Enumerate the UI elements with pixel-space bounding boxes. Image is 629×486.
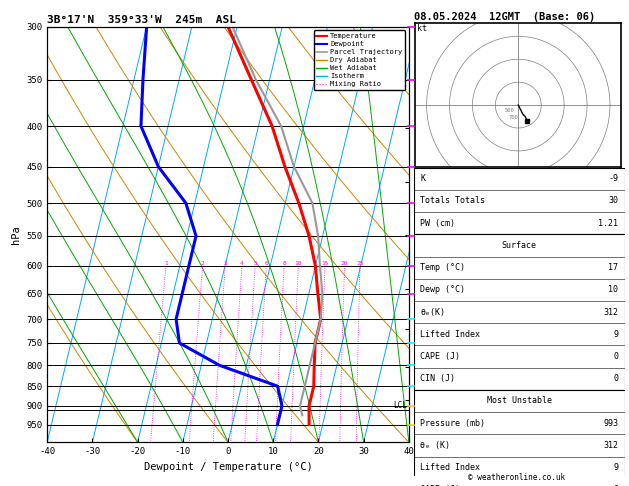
Text: CIN (J): CIN (J) — [420, 374, 455, 383]
Text: 312: 312 — [603, 441, 618, 450]
Legend: Temperature, Dewpoint, Parcel Trajectory, Dry Adiabat, Wet Adiabat, Isotherm, Mi: Temperature, Dewpoint, Parcel Trajectory… — [314, 30, 405, 90]
Text: 993: 993 — [603, 419, 618, 428]
Text: θₑ(K): θₑ(K) — [420, 308, 445, 316]
Text: -9: -9 — [608, 174, 618, 183]
Text: 5: 5 — [253, 261, 257, 266]
Text: 700: 700 — [509, 115, 519, 120]
Text: 500: 500 — [504, 108, 515, 113]
Text: Most Unstable: Most Unstable — [487, 397, 552, 405]
Text: LCL: LCL — [394, 401, 408, 410]
Text: 17: 17 — [608, 263, 618, 272]
Text: Temp (°C): Temp (°C) — [420, 263, 465, 272]
Text: Lifted Index: Lifted Index — [420, 463, 480, 472]
Y-axis label: km
ASL: km ASL — [428, 235, 444, 254]
Text: 8: 8 — [282, 261, 286, 266]
X-axis label: Dewpoint / Temperature (°C): Dewpoint / Temperature (°C) — [143, 462, 313, 472]
Text: Totals Totals: Totals Totals — [420, 196, 485, 206]
Text: 2: 2 — [201, 261, 204, 266]
Text: 4: 4 — [240, 261, 244, 266]
FancyBboxPatch shape — [414, 168, 625, 234]
Text: 20: 20 — [341, 261, 348, 266]
FancyBboxPatch shape — [414, 234, 625, 390]
Text: 10: 10 — [608, 285, 618, 295]
Text: 0: 0 — [613, 374, 618, 383]
Text: Lifted Index: Lifted Index — [420, 330, 480, 339]
Text: 1.21: 1.21 — [598, 219, 618, 228]
Text: 0: 0 — [613, 352, 618, 361]
Text: Pressure (mb): Pressure (mb) — [420, 419, 485, 428]
Text: 25: 25 — [356, 261, 364, 266]
Y-axis label: hPa: hPa — [11, 225, 21, 244]
Text: 3B°17'N  359°33'W  245m  ASL: 3B°17'N 359°33'W 245m ASL — [47, 15, 236, 25]
Text: 08.05.2024  12GMT  (Base: 06): 08.05.2024 12GMT (Base: 06) — [414, 12, 595, 22]
Text: θₑ (K): θₑ (K) — [420, 441, 450, 450]
Text: 15: 15 — [321, 261, 329, 266]
Text: 1: 1 — [164, 261, 168, 266]
Text: 312: 312 — [603, 308, 618, 316]
Text: 6: 6 — [264, 261, 268, 266]
Text: PW (cm): PW (cm) — [420, 219, 455, 228]
Text: 9: 9 — [613, 463, 618, 472]
Text: Surface: Surface — [502, 241, 537, 250]
Text: K: K — [420, 174, 425, 183]
Text: 10: 10 — [294, 261, 302, 266]
Text: 30: 30 — [608, 196, 618, 206]
Text: 3: 3 — [223, 261, 227, 266]
Text: Dewp (°C): Dewp (°C) — [420, 285, 465, 295]
Text: © weatheronline.co.uk: © weatheronline.co.uk — [469, 473, 565, 482]
Text: kt: kt — [418, 24, 428, 33]
FancyBboxPatch shape — [414, 390, 625, 486]
Text: 9: 9 — [613, 330, 618, 339]
Text: CAPE (J): CAPE (J) — [420, 352, 460, 361]
